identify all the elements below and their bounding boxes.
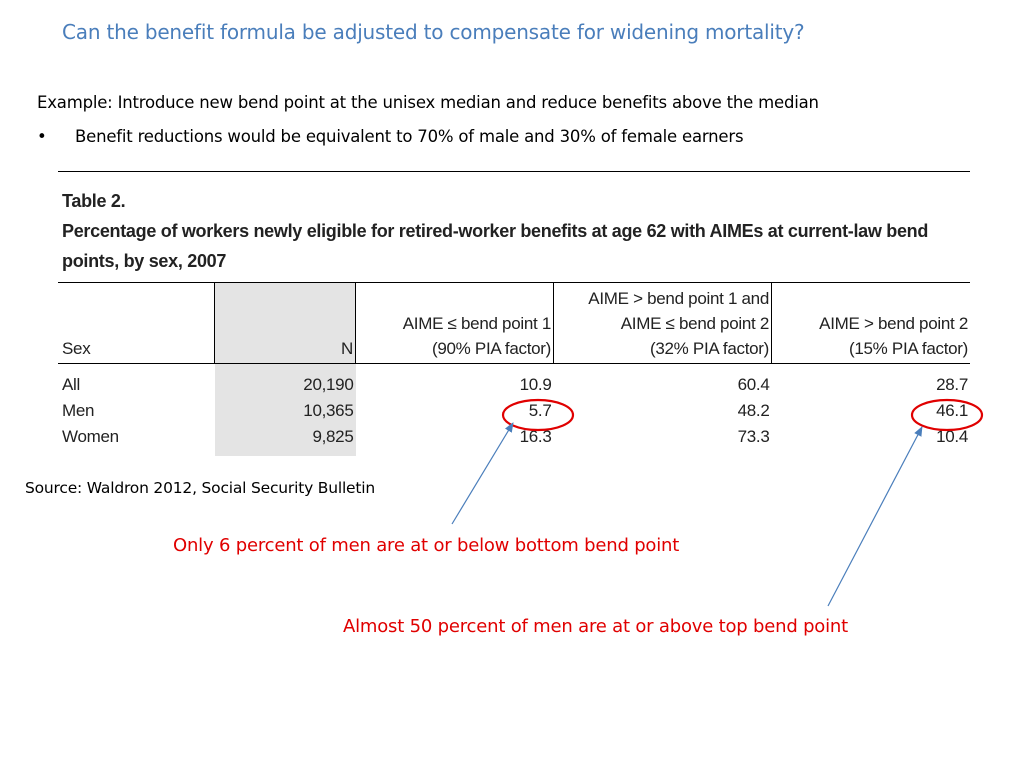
header-col3-line2: (15% PIA factor) <box>849 339 968 358</box>
data-table-container: Sex N AIME ≤ bend point 1 (90% PIA facto… <box>58 282 970 456</box>
header-col1-line1: AIME ≤ bend point 1 <box>402 314 552 333</box>
table-caption-line1: Percentage of workers newly eligible for… <box>62 221 929 241</box>
cell-col2: 60.4 <box>737 375 770 394</box>
cell-col3-highlighted: 46.1 <box>936 401 968 420</box>
header-col1: AIME ≤ bend point 1 (90% PIA factor) <box>355 282 554 364</box>
cell-n: 20,190 <box>214 363 356 398</box>
cell-col3: 10.4 <box>936 427 968 446</box>
table-row-men: Men 10,365 5.7 48.2 46.1 <box>58 398 970 424</box>
cell-sex: Women <box>62 427 119 446</box>
table-top-rule <box>58 171 970 172</box>
cell-n: 9,825 <box>214 424 356 456</box>
header-col2-line1: AIME > bend point 1 and <box>588 289 769 308</box>
table-row-all: All 20,190 10.9 60.4 28.7 <box>58 363 970 398</box>
example-text: Example: Introduce new bend point at the… <box>37 93 819 112</box>
table-row-women: Women 9,825 16.3 73.3 10.4 <box>58 424 970 456</box>
header-n: N <box>214 282 356 364</box>
header-col1-line2: (90% PIA factor) <box>432 339 551 358</box>
bullet-glyph: • <box>37 127 47 146</box>
table-caption-line2: points, by sex, 2007 <box>62 251 227 271</box>
cell-col2: 48.2 <box>737 401 770 420</box>
cell-sex: Men <box>62 401 95 420</box>
callout-top-bend: Almost 50 percent of men are at or above… <box>343 616 848 637</box>
cell-col1: 16.3 <box>519 427 552 446</box>
cell-n: 10,365 <box>214 398 356 424</box>
header-col3: AIME > bend point 2 (15% PIA factor) <box>772 283 971 364</box>
header-col2-line2: AIME ≤ bend point 2 <box>620 314 770 333</box>
header-col2: AIME > bend point 1 and AIME ≤ bend poin… <box>553 282 772 364</box>
cell-col3: 28.7 <box>936 375 968 394</box>
source-citation: Source: Waldron 2012, Social Security Bu… <box>25 479 376 497</box>
cell-col1-highlighted: 5.7 <box>528 401 552 420</box>
cell-col2: 73.3 <box>737 427 770 446</box>
header-col3-line1: AIME > bend point 2 <box>819 314 968 333</box>
slide-title: Can the benefit formula be adjusted to c… <box>62 20 805 44</box>
table-caption: Table 2. Percentage of workers newly eli… <box>62 186 928 276</box>
cell-sex: All <box>62 375 80 394</box>
callout-bottom-bend: Only 6 percent of men are at or below bo… <box>173 535 680 556</box>
bullet-item: • Benefit reductions would be equivalent … <box>37 127 744 146</box>
bullet-text: Benefit reductions would be equivalent t… <box>75 127 744 146</box>
header-col2-line3: (32% PIA factor) <box>650 339 769 358</box>
data-table: Sex N AIME ≤ bend point 1 (90% PIA facto… <box>58 282 970 456</box>
table-label: Table 2. <box>62 191 126 211</box>
cell-col1: 10.9 <box>519 375 552 394</box>
header-sex: Sex <box>62 339 91 358</box>
table-header-row: Sex N AIME ≤ bend point 1 (90% PIA facto… <box>58 282 971 364</box>
